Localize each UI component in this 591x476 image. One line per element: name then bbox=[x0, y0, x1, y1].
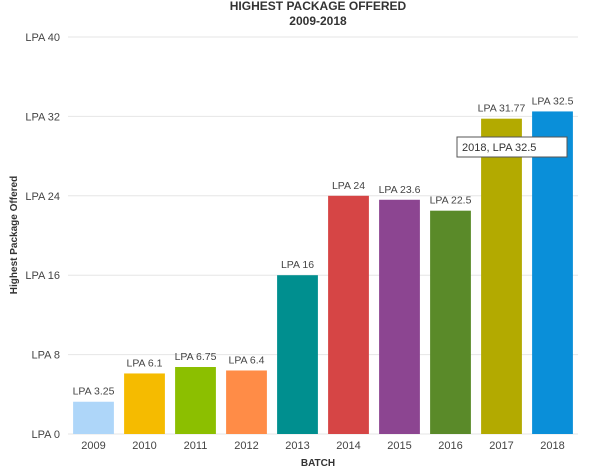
data-label: LPA 24 bbox=[332, 180, 365, 192]
x-tick-label: 2015 bbox=[387, 440, 411, 452]
tooltip: 2018, LPA 32.5 bbox=[456, 136, 568, 158]
y-tick-label: LPA 24 bbox=[25, 191, 60, 203]
y-tick-label: LPA 0 bbox=[31, 429, 60, 441]
bar[interactable] bbox=[328, 195, 369, 434]
y-tick-label: LPA 8 bbox=[31, 350, 60, 362]
data-label: LPA 32.5 bbox=[532, 95, 574, 107]
y-tick-label: LPA 32 bbox=[25, 111, 60, 123]
bar[interactable] bbox=[226, 370, 267, 434]
x-tick-label: 2012 bbox=[234, 440, 258, 452]
bar[interactable] bbox=[277, 275, 318, 434]
chart-title: HIGHEST PACKAGE OFFERED bbox=[230, 0, 407, 13]
x-tick-label: 2018 bbox=[540, 440, 564, 452]
x-tick-label: 2017 bbox=[489, 440, 513, 452]
x-tick-label: 2014 bbox=[336, 440, 360, 452]
data-label: LPA 6.4 bbox=[228, 354, 264, 366]
data-label: LPA 6.1 bbox=[126, 357, 162, 369]
x-tick-label: 2013 bbox=[285, 440, 309, 452]
bar[interactable] bbox=[73, 401, 114, 434]
bars bbox=[73, 111, 573, 435]
y-tick-label: LPA 40 bbox=[25, 32, 60, 44]
data-label: LPA 31.77 bbox=[478, 103, 526, 115]
data-label: LPA 3.25 bbox=[73, 386, 115, 398]
bar[interactable] bbox=[481, 118, 522, 435]
data-label: LPA 16 bbox=[281, 259, 314, 271]
y-axis-title: Highest Package Offered bbox=[9, 176, 20, 294]
tooltip-box bbox=[456, 136, 568, 158]
tooltip-text: 2018, LPA 32.5 bbox=[462, 142, 536, 154]
x-tick-label: 2011 bbox=[184, 440, 208, 452]
bar[interactable] bbox=[124, 373, 165, 434]
data-labels: LPA 3.25 LPA 6.1 LPA 6.75 LPA 6.4 LPA 16 LPA … bbox=[73, 95, 574, 397]
data-label: LPA 23.6 bbox=[379, 184, 421, 196]
chart-subtitle: 2009-2018 bbox=[289, 14, 347, 28]
y-tick-label: LPA 16 bbox=[25, 270, 60, 282]
x-axis-ticks: 2009 2010 2011 2012 2013 2014 2015 2016 2017 2018 bbox=[81, 440, 564, 452]
x-tick-label: 2010 bbox=[132, 440, 156, 452]
data-label: LPA 6.75 bbox=[175, 351, 217, 363]
bar[interactable] bbox=[430, 210, 471, 434]
bar[interactable] bbox=[379, 199, 420, 434]
y-axis-ticks: LPA 0 LPA 8 LPA 16 LPA 24 LPA 32 LPA 40 bbox=[25, 32, 60, 441]
x-tick-label: 2009 bbox=[81, 440, 105, 452]
x-axis-title: BATCH bbox=[301, 458, 335, 469]
bar[interactable] bbox=[175, 367, 216, 434]
x-tick-label: 2016 bbox=[438, 440, 462, 452]
bar[interactable] bbox=[532, 111, 573, 434]
data-label: LPA 22.5 bbox=[430, 195, 472, 207]
